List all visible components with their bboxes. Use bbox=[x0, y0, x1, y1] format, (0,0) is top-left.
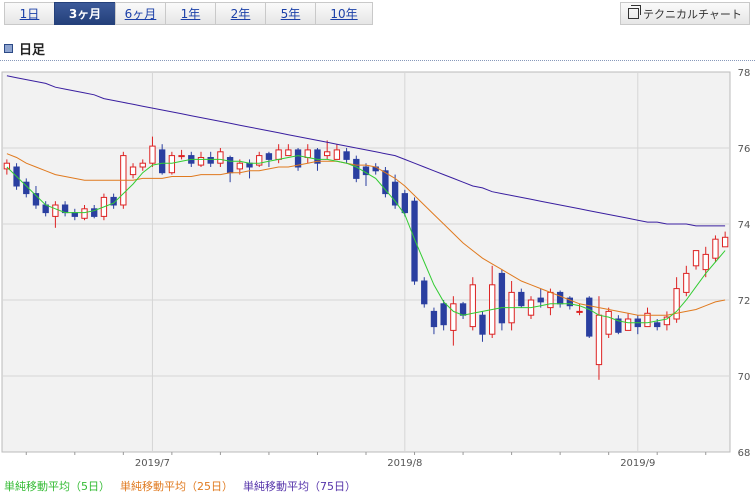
legend-ma25: 単純移動平均（25日） bbox=[120, 480, 233, 493]
candle-body bbox=[236, 162, 243, 170]
legend: 単純移動平均（5日） 単純移動平均（25日） 単純移動平均（75日） bbox=[4, 478, 356, 494]
candle-body bbox=[324, 151, 331, 157]
square-icon bbox=[4, 44, 13, 53]
candle-body bbox=[71, 212, 78, 217]
tab-6months[interactable]: 6ヶ月 bbox=[115, 2, 165, 25]
x-tick-label: 2019/9 bbox=[620, 458, 655, 469]
candle-body bbox=[702, 253, 709, 271]
candle-body bbox=[52, 204, 59, 217]
candle-body bbox=[605, 310, 612, 335]
candle-body bbox=[207, 157, 214, 164]
y-tick-label: 72 bbox=[738, 296, 751, 307]
candle-body bbox=[391, 181, 399, 206]
tab-10years[interactable]: 10年 bbox=[315, 2, 373, 25]
candle-body bbox=[654, 322, 661, 328]
candle-body bbox=[537, 297, 544, 303]
candle-body bbox=[459, 303, 467, 316]
candle-body bbox=[547, 291, 554, 309]
candle-body bbox=[275, 149, 282, 160]
candle-body bbox=[556, 291, 564, 305]
candle-body bbox=[450, 303, 457, 331]
candle-body bbox=[110, 196, 117, 206]
technical-chart-button[interactable]: テクニカルチャート bbox=[620, 2, 750, 25]
candle-body bbox=[498, 272, 506, 324]
candle-body bbox=[158, 149, 166, 174]
candle-body bbox=[178, 155, 185, 158]
x-tick-label: 2019/7 bbox=[135, 458, 170, 469]
x-tick-label: 2019/8 bbox=[387, 458, 422, 469]
candle-body bbox=[265, 153, 273, 160]
candle-body bbox=[566, 297, 574, 307]
candle-body bbox=[430, 310, 438, 328]
y-tick-label: 68 bbox=[738, 448, 751, 459]
candle-body bbox=[294, 149, 302, 168]
candle-body bbox=[343, 151, 350, 160]
plot-area bbox=[1, 71, 731, 453]
candle-body bbox=[81, 208, 88, 219]
candle-body bbox=[285, 149, 292, 157]
tab-1year[interactable]: 1年 bbox=[165, 2, 215, 25]
period-tabs: 1日 3ヶ月 6ヶ月 1年 2年 5年 10年 bbox=[4, 2, 373, 25]
ma75-line bbox=[6, 75, 726, 227]
tab-3months[interactable]: 3ヶ月 bbox=[54, 2, 115, 25]
section-header: 日足 bbox=[4, 39, 45, 58]
legend-ma5: 単純移動平均（5日） bbox=[4, 480, 110, 493]
tab-5years[interactable]: 5年 bbox=[265, 2, 315, 25]
candle-body bbox=[226, 157, 234, 174]
candle-body bbox=[469, 284, 476, 328]
candle-body bbox=[615, 318, 622, 333]
candle-body bbox=[168, 155, 176, 174]
candle-body bbox=[139, 162, 146, 168]
tab-1day[interactable]: 1日 bbox=[4, 2, 54, 25]
ma5-line bbox=[6, 155, 726, 324]
candle-body bbox=[333, 149, 341, 160]
candle-body bbox=[663, 316, 671, 326]
candle-body bbox=[595, 314, 603, 366]
candle-body bbox=[129, 166, 137, 176]
tab-2years[interactable]: 2年 bbox=[215, 2, 265, 25]
candle-body bbox=[217, 151, 224, 164]
y-tick-label: 78 bbox=[738, 68, 751, 79]
candle-body bbox=[197, 157, 205, 166]
y-tick-label: 74 bbox=[738, 220, 751, 231]
section-title: 日足 bbox=[19, 43, 46, 58]
legend-ma75: 単純移動平均（75日） bbox=[243, 480, 356, 493]
candle-body bbox=[624, 318, 632, 331]
candle-body bbox=[673, 288, 680, 320]
candle-body bbox=[644, 312, 651, 328]
candle-body bbox=[304, 149, 311, 159]
technical-chart-label: テクニカルチャート bbox=[643, 7, 742, 21]
candle-body bbox=[91, 208, 98, 217]
y-tick-label: 70 bbox=[738, 372, 751, 383]
candle-body bbox=[401, 193, 408, 214]
candle-body bbox=[256, 155, 263, 166]
candle-body bbox=[692, 250, 700, 267]
candle-body bbox=[32, 193, 40, 206]
candle-body bbox=[314, 149, 321, 164]
candle-body bbox=[3, 162, 11, 170]
candle-body bbox=[683, 272, 690, 293]
candle-body bbox=[440, 303, 447, 326]
external-window-icon bbox=[628, 5, 642, 19]
candle-body bbox=[576, 310, 583, 313]
candle-body bbox=[246, 162, 253, 168]
candlestick-chart: 78 76 74 72 70 68 2019/7 2019/8 2019/9 bbox=[1, 68, 751, 469]
dotted-divider bbox=[0, 60, 755, 61]
candle-body bbox=[411, 200, 418, 282]
candle-body bbox=[518, 291, 525, 307]
candle-body bbox=[421, 280, 428, 305]
candle-body bbox=[479, 314, 486, 335]
candle-body bbox=[382, 170, 389, 195]
candle-body bbox=[721, 236, 729, 248]
ma25-line bbox=[6, 153, 726, 316]
candle-body bbox=[353, 158, 360, 179]
candle-body bbox=[712, 238, 719, 259]
candle-body bbox=[149, 145, 156, 164]
y-tick-label: 76 bbox=[738, 144, 751, 155]
candle-body bbox=[586, 297, 593, 337]
